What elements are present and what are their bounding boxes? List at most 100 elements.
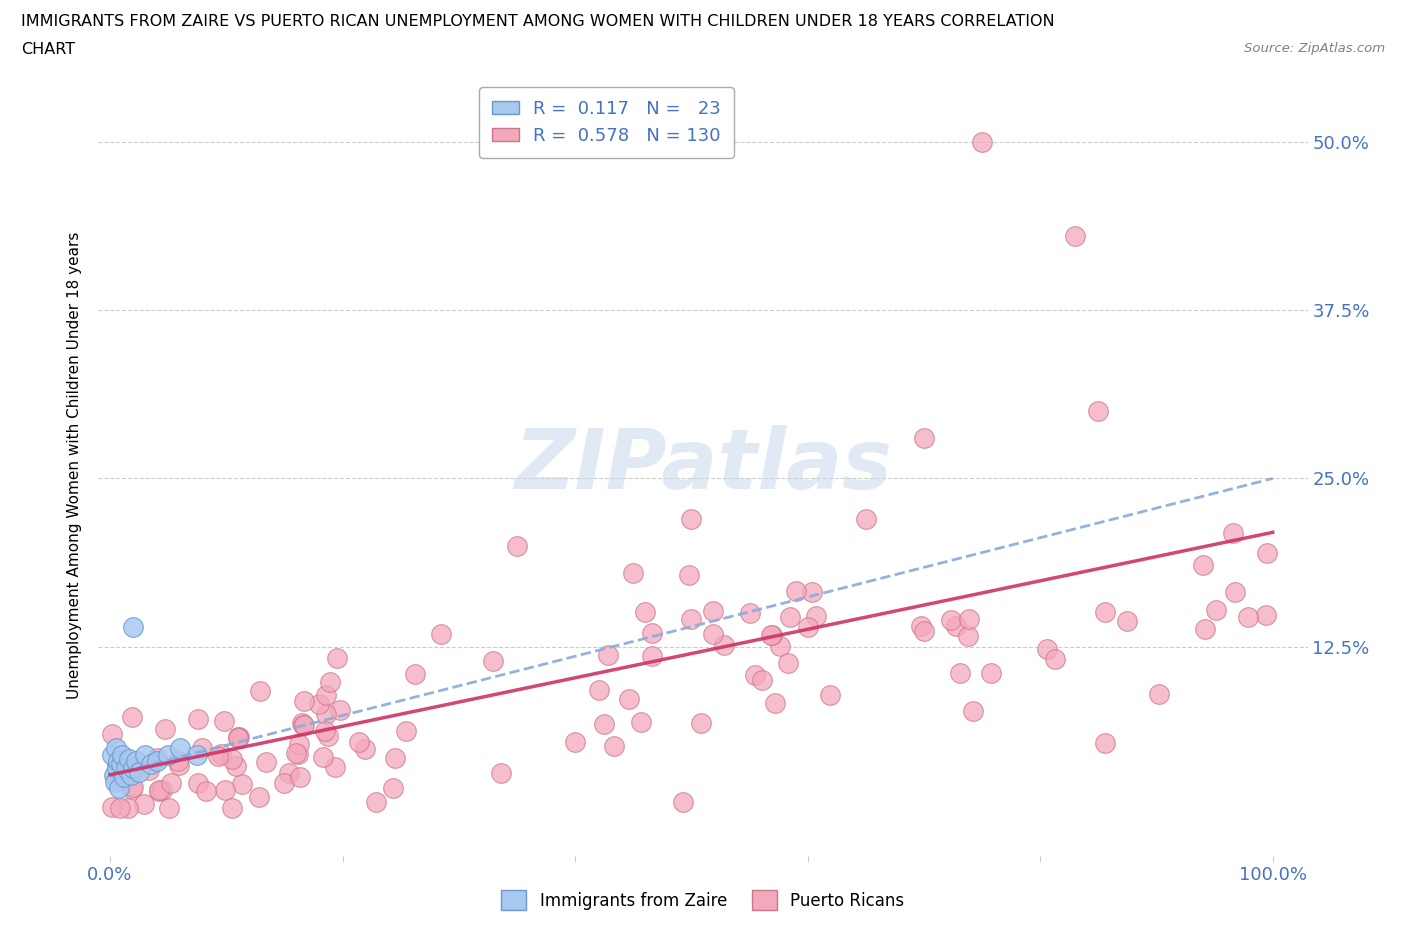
Point	[970, 134, 993, 149]
Point	[247, 790, 270, 804]
Point	[167, 757, 190, 772]
Point	[103, 767, 125, 782]
Point	[395, 724, 418, 738]
Point	[1256, 607, 1278, 622]
Point	[634, 605, 657, 620]
Point	[702, 604, 724, 618]
Point	[325, 651, 347, 666]
Point	[318, 729, 340, 744]
Point	[285, 746, 308, 761]
Point	[785, 584, 807, 599]
Point	[962, 703, 984, 718]
Point	[226, 730, 249, 745]
Point	[1116, 614, 1139, 629]
Point	[945, 618, 967, 633]
Point	[596, 647, 619, 662]
Point	[209, 746, 232, 761]
Point	[630, 714, 652, 729]
Point	[564, 735, 586, 750]
Point	[855, 512, 877, 526]
Point	[315, 687, 337, 702]
Point	[278, 765, 301, 780]
Text: IMMIGRANTS FROM ZAIRE VS PUERTO RICAN UNEMPLOYMENT AMONG WOMEN WITH CHILDREN UND: IMMIGRANTS FROM ZAIRE VS PUERTO RICAN UN…	[21, 14, 1054, 29]
Point	[621, 565, 644, 580]
Point	[254, 755, 277, 770]
Point	[796, 619, 818, 634]
Point	[312, 750, 335, 764]
Point	[187, 711, 209, 726]
Point	[323, 760, 346, 775]
Point	[588, 683, 610, 698]
Point	[1064, 229, 1087, 244]
Point	[980, 666, 1002, 681]
Point	[150, 783, 173, 798]
Point	[761, 628, 783, 643]
Point	[249, 684, 271, 698]
Point	[763, 696, 786, 711]
Point	[779, 609, 801, 624]
Point	[100, 800, 122, 815]
Point	[744, 668, 766, 683]
Text: CHART: CHART	[21, 42, 75, 57]
Point	[122, 761, 145, 776]
Point	[308, 697, 330, 711]
Point	[804, 609, 827, 624]
Point	[384, 751, 406, 765]
Point	[1094, 736, 1116, 751]
Point	[288, 770, 311, 785]
Point	[100, 726, 122, 741]
Point	[671, 794, 693, 809]
Point	[148, 782, 170, 797]
Point	[949, 666, 972, 681]
Point	[167, 754, 190, 769]
Point	[1225, 584, 1247, 599]
Point	[1147, 687, 1170, 702]
Point	[110, 757, 132, 772]
Point	[482, 654, 505, 669]
Point	[128, 764, 150, 779]
Point	[292, 694, 315, 709]
Point	[221, 752, 243, 767]
Point	[679, 612, 702, 627]
Point	[404, 667, 426, 682]
Point	[191, 740, 214, 755]
Point	[702, 627, 724, 642]
Point	[318, 674, 340, 689]
Point	[169, 740, 191, 755]
Point	[1094, 604, 1116, 619]
Point	[818, 687, 841, 702]
Point	[101, 747, 124, 762]
Point	[489, 765, 512, 780]
Point	[1194, 622, 1216, 637]
Point	[138, 763, 160, 777]
Point	[912, 624, 935, 639]
Point	[939, 613, 962, 628]
Point	[751, 672, 773, 687]
Point	[228, 729, 250, 744]
Point	[678, 567, 700, 582]
Legend: Immigrants from Zaire, Puerto Ricans: Immigrants from Zaire, Puerto Ricans	[495, 884, 911, 917]
Point	[347, 734, 370, 749]
Point	[115, 761, 138, 776]
Point	[429, 627, 451, 642]
Point	[111, 747, 134, 762]
Point	[1192, 558, 1215, 573]
Point	[1087, 404, 1109, 418]
Point	[910, 618, 932, 633]
Point	[187, 776, 209, 790]
Point	[124, 754, 146, 769]
Point	[231, 777, 253, 791]
Point	[641, 626, 664, 641]
Point	[292, 718, 315, 733]
Point	[315, 706, 337, 721]
Text: ZIPatlas: ZIPatlas	[515, 424, 891, 506]
Point	[146, 751, 169, 765]
Point	[105, 757, 128, 772]
Point	[364, 794, 387, 809]
Point	[194, 783, 217, 798]
Point	[157, 747, 180, 762]
Point	[641, 649, 664, 664]
Point	[145, 754, 167, 769]
Point	[104, 774, 127, 789]
Point	[957, 611, 980, 626]
